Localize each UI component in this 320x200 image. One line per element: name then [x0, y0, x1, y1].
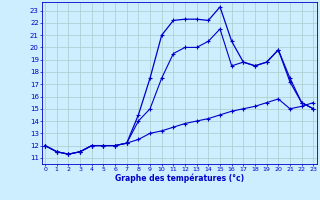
X-axis label: Graphe des températures (°c): Graphe des températures (°c) — [115, 173, 244, 183]
